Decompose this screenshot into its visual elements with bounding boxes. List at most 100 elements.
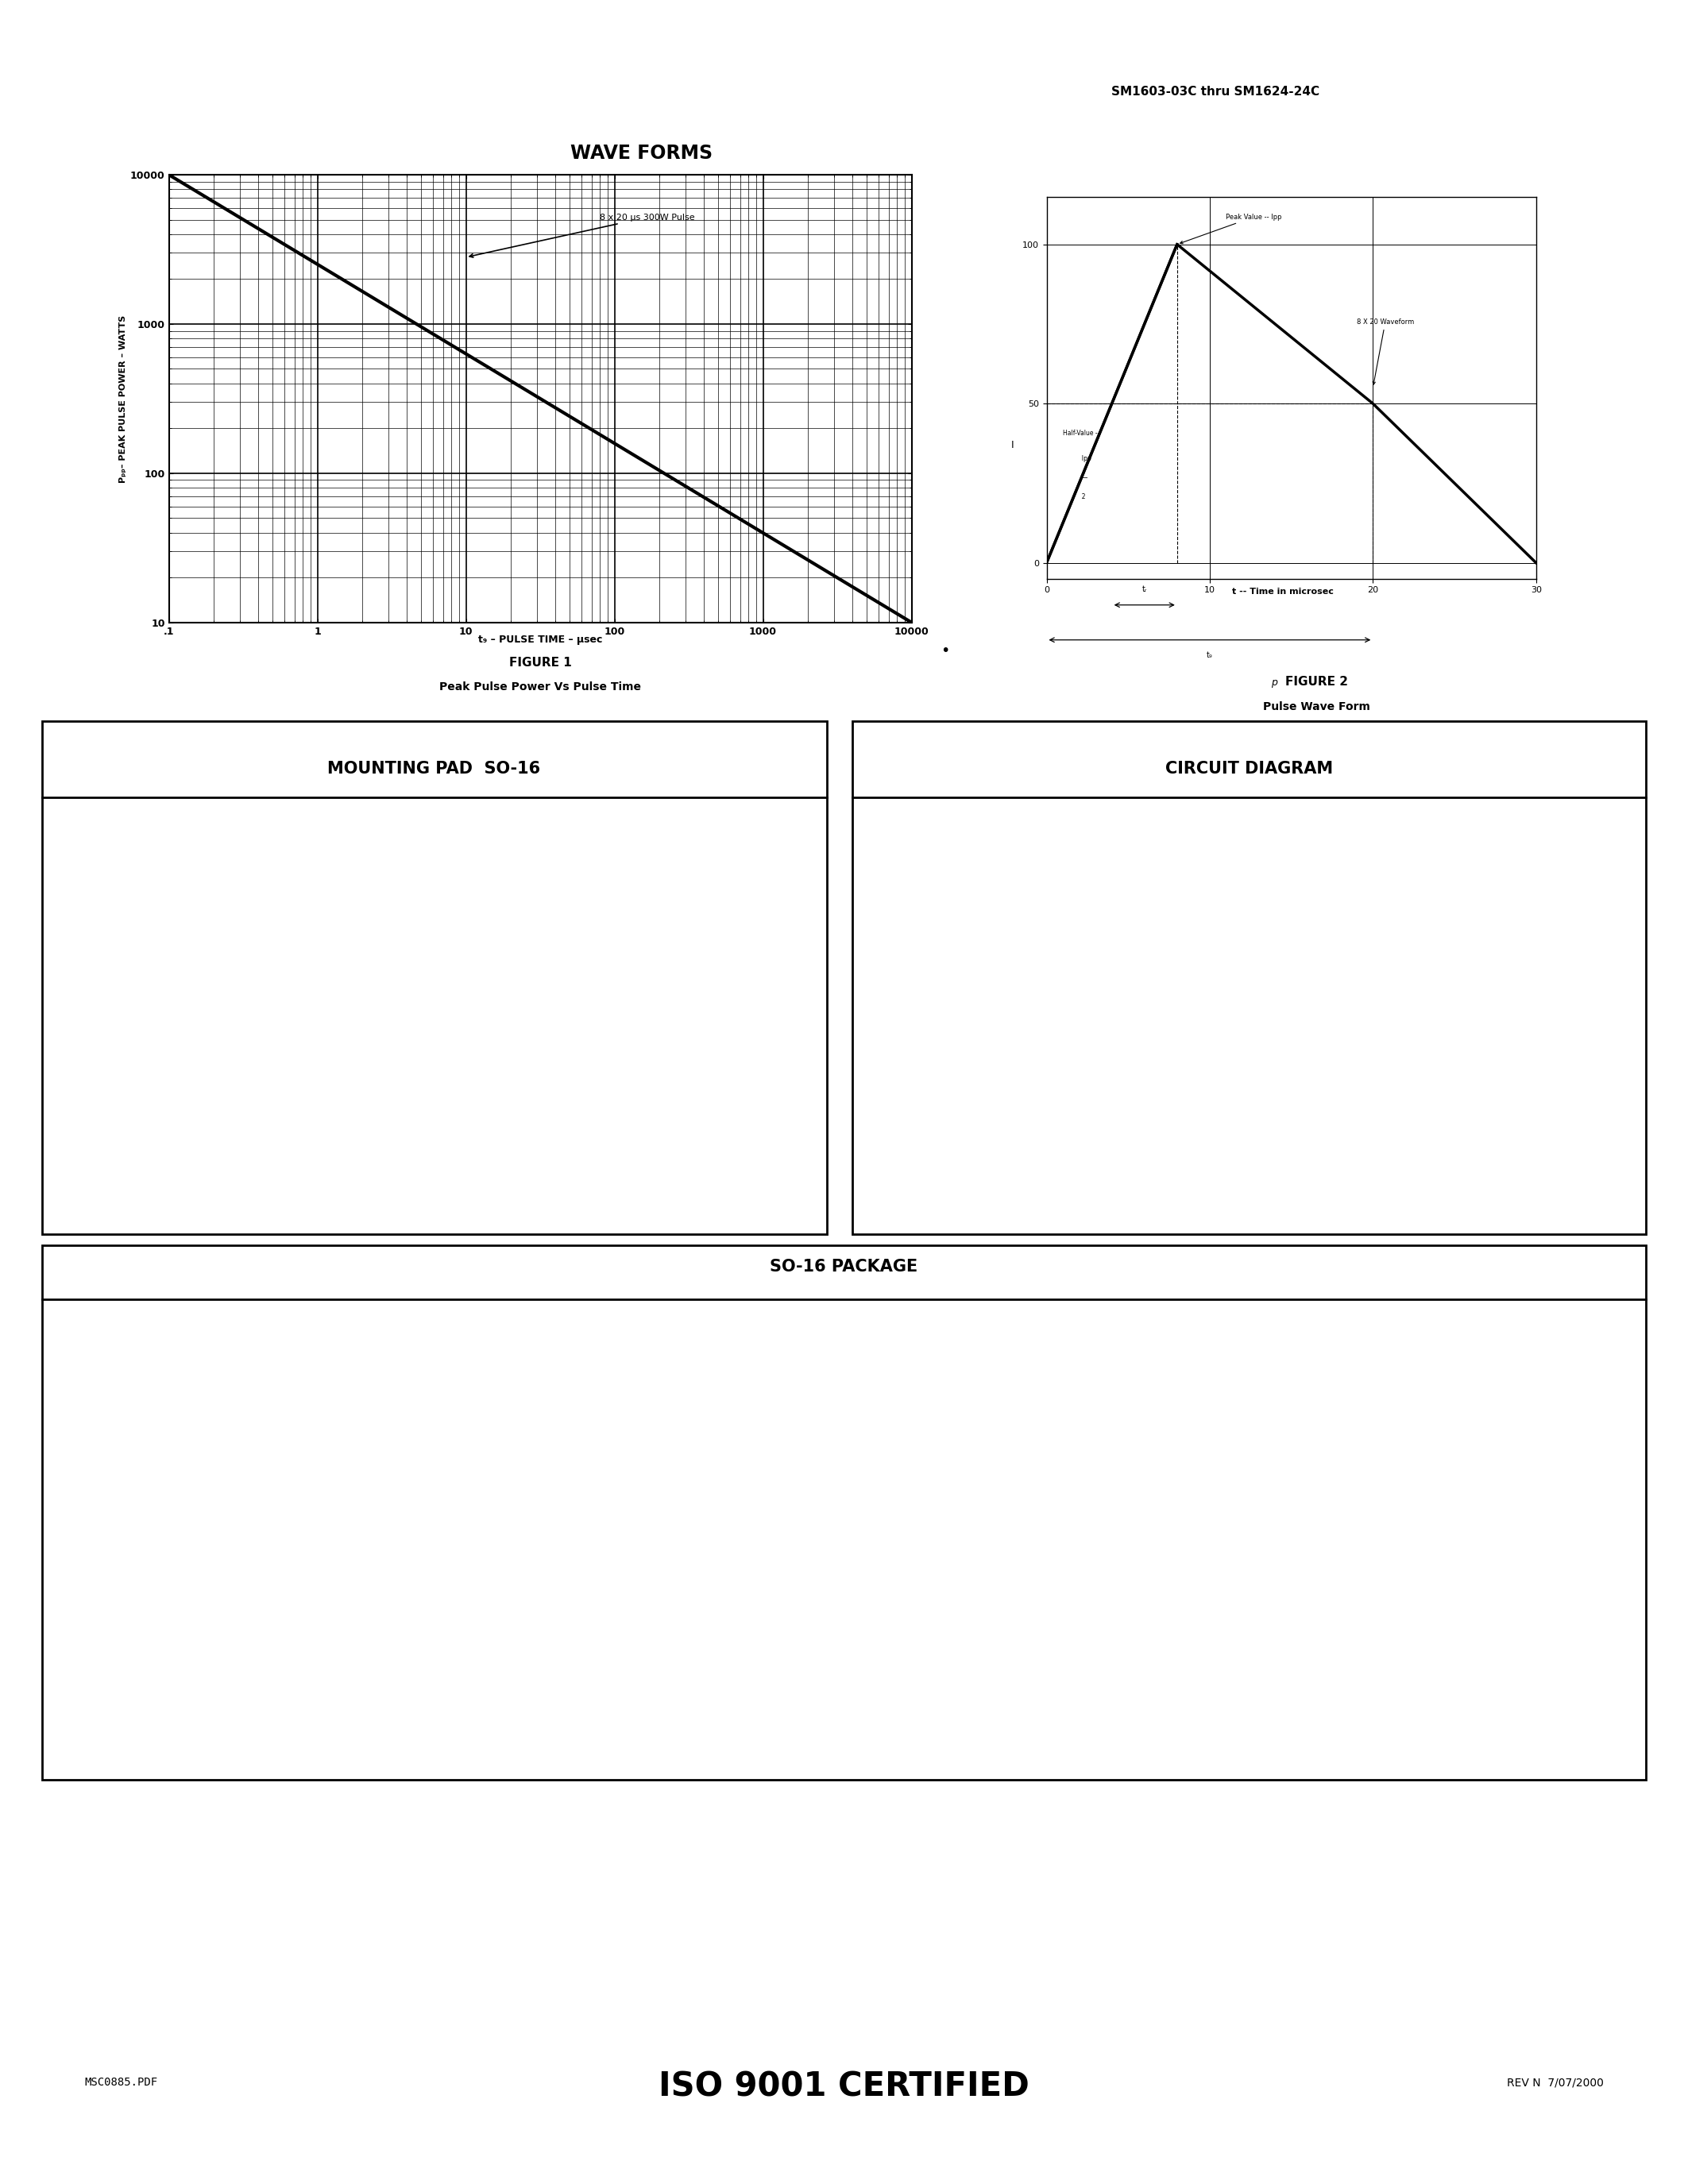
Bar — [402, 1520, 427, 1559]
Text: L: L — [490, 1603, 496, 1614]
Bar — [275, 1520, 300, 1559]
Text: 12: 12 — [1094, 1035, 1101, 1042]
Text: 8 X 20 Waveform: 8 X 20 Waveform — [1357, 319, 1415, 384]
Text: 0.358: 0.358 — [1080, 1411, 1104, 1420]
Text: 4.0: 4.0 — [761, 1007, 771, 1013]
Text: Half-Value --: Half-Value -- — [1063, 430, 1099, 437]
Text: INCHES: INCHES — [1106, 1339, 1143, 1345]
Text: 7.1: 7.1 — [181, 1007, 191, 1013]
Text: 4.01: 4.01 — [1489, 1448, 1507, 1457]
Text: G: G — [944, 1594, 949, 1603]
Text: J: J — [945, 1631, 947, 1638]
Text: 10: 10 — [1094, 1120, 1101, 1127]
Text: 0.398: 0.398 — [1215, 1411, 1239, 1420]
Text: 0.228: 0.228 — [1080, 1741, 1104, 1747]
Bar — [317, 1350, 343, 1389]
Text: 9: 9 — [1094, 948, 1097, 957]
Text: 5.23: 5.23 — [1489, 1704, 1507, 1712]
Text: p: p — [1271, 677, 1278, 688]
Text: P: P — [944, 1741, 949, 1747]
Text: 10: 10 — [1094, 906, 1101, 913]
Text: 1: 1 — [912, 863, 915, 869]
Text: I: I — [1011, 439, 1014, 450]
Text: 1.35: 1.35 — [1354, 1485, 1372, 1492]
Text: 14: 14 — [1094, 948, 1101, 957]
Text: 2: 2 — [1063, 494, 1085, 500]
Text: t₉ – PULSE TIME – μsec: t₉ – PULSE TIME – μsec — [478, 633, 603, 644]
Text: 1.27 BSC: 1.27 BSC — [1344, 1594, 1381, 1603]
Text: 5.79: 5.79 — [1354, 1741, 1372, 1747]
Text: P: P — [1215, 1011, 1222, 1022]
Text: 4: 4 — [1215, 992, 1219, 998]
Text: 3: 3 — [1215, 948, 1219, 957]
Text: MIN: MIN — [1084, 1374, 1102, 1380]
Text: 1.52: 1.52 — [709, 854, 722, 863]
Text: 3.81: 3.81 — [1354, 1448, 1372, 1457]
Bar — [287, 911, 331, 961]
Bar — [560, 1044, 603, 1094]
Text: MAX: MAX — [1487, 1374, 1509, 1380]
Text: 0.008: 0.008 — [1215, 1666, 1239, 1675]
Text: 13: 13 — [1094, 992, 1101, 998]
Text: 2: 2 — [912, 906, 915, 913]
Text: 8: 8 — [1094, 992, 1097, 998]
Bar — [275, 1350, 300, 1389]
Text: D: D — [944, 1522, 949, 1529]
Text: 12: 12 — [1398, 1035, 1404, 1042]
Text: SM1603-03C thru SM1624-24C: SM1603-03C thru SM1624-24C — [1111, 85, 1320, 98]
Text: K: K — [206, 1684, 213, 1693]
Text: 0.024: 0.024 — [279, 1147, 297, 1153]
Text: 7: 7 — [1094, 1035, 1097, 1042]
Text: 0.155: 0.155 — [758, 978, 776, 985]
Text: 5: 5 — [912, 1035, 915, 1042]
Bar — [530, 1520, 555, 1559]
Text: 7: 7 — [912, 1120, 915, 1127]
Text: 0.189: 0.189 — [1080, 1704, 1104, 1712]
Text: 0.069: 0.069 — [1215, 1485, 1239, 1492]
Text: 0.10: 0.10 — [1354, 1666, 1372, 1675]
Text: 11: 11 — [1398, 1077, 1404, 1085]
Text: 0.15: 0.15 — [1354, 1631, 1372, 1638]
Text: 2: 2 — [1215, 906, 1219, 913]
Text: 5: 5 — [1215, 1035, 1219, 1042]
Text: 0.060: 0.060 — [706, 830, 726, 839]
Text: 8: 8 — [1215, 1164, 1219, 1171]
Text: MM: MM — [776, 1219, 785, 1223]
Bar — [668, 911, 712, 961]
Text: t₉: t₉ — [1207, 651, 1212, 660]
Text: INCHES: INCHES — [771, 1197, 790, 1201]
Bar — [343, 1044, 385, 1094]
Text: 1.75: 1.75 — [1489, 1485, 1507, 1492]
Text: L: L — [944, 1704, 949, 1712]
Text: 0.050: 0.050 — [1215, 1557, 1239, 1566]
Text: 6.19: 6.19 — [1489, 1741, 1507, 1747]
Text: tᵣ: tᵣ — [1141, 585, 1148, 594]
Text: P: P — [660, 1433, 667, 1444]
Text: 13: 13 — [1398, 992, 1404, 998]
Text: K: K — [944, 1666, 949, 1675]
Text: 0.41: 0.41 — [1354, 1557, 1372, 1566]
Text: 0.244: 0.244 — [1215, 1741, 1239, 1747]
Text: 11: 11 — [1094, 863, 1101, 869]
Text: 0.6: 0.6 — [282, 1171, 294, 1179]
Text: 4.80: 4.80 — [1354, 1704, 1372, 1712]
Text: J: J — [668, 1520, 672, 1529]
Text: B: B — [944, 1448, 949, 1457]
Bar — [488, 1350, 513, 1389]
Text: FIGURE 2: FIGURE 2 — [1285, 677, 1349, 688]
Text: REV N  7/07/2000: REV N 7/07/2000 — [1507, 2077, 1604, 2088]
Text: D: D — [241, 1315, 248, 1326]
Text: 6: 6 — [1094, 1077, 1097, 1085]
Text: 0.053: 0.053 — [1080, 1485, 1104, 1492]
Text: 15: 15 — [1094, 906, 1101, 913]
Text: 0.050 BSC: 0.050 BSC — [1072, 1594, 1114, 1603]
Text: 8: 8 — [912, 1164, 915, 1171]
Bar — [402, 1350, 427, 1389]
Bar — [233, 1350, 257, 1389]
Text: MAX: MAX — [1217, 1374, 1239, 1380]
Bar — [505, 911, 549, 961]
Text: 0.53: 0.53 — [1489, 1522, 1507, 1529]
Text: 11: 11 — [1094, 1077, 1101, 1085]
Text: A: A — [390, 1308, 397, 1319]
Text: 0.150: 0.150 — [1080, 1448, 1104, 1457]
